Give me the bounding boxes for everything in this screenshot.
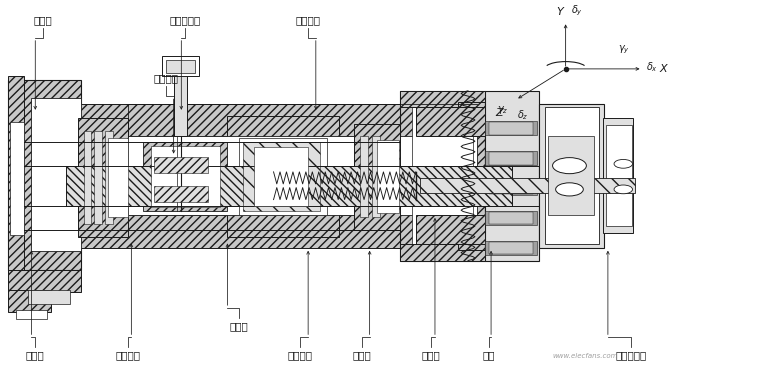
Polygon shape <box>8 76 24 273</box>
Bar <box>485 91 539 261</box>
Bar <box>254 147 308 206</box>
Circle shape <box>614 159 632 168</box>
Bar <box>485 121 537 135</box>
Bar <box>95 131 102 224</box>
Text: 拉刀杆: 拉刀杆 <box>422 350 440 360</box>
Circle shape <box>553 158 587 174</box>
Bar <box>105 131 113 224</box>
Bar <box>485 211 537 225</box>
Bar <box>416 215 485 244</box>
Bar <box>143 142 227 211</box>
Bar <box>485 241 537 255</box>
Bar <box>605 125 632 226</box>
Bar <box>354 124 400 230</box>
Bar <box>78 137 477 215</box>
Bar <box>8 270 82 292</box>
Bar <box>155 156 208 173</box>
Text: 前轴承: 前轴承 <box>26 350 45 360</box>
Text: 弹簧夹头: 弹簧夹头 <box>153 73 179 83</box>
Bar <box>173 67 187 137</box>
Bar <box>10 122 24 235</box>
Bar <box>243 142 320 211</box>
Text: $\delta_x$: $\delta_x$ <box>645 60 658 73</box>
Bar <box>489 182 534 194</box>
Bar <box>66 166 512 206</box>
Bar <box>166 60 195 73</box>
Bar <box>78 215 477 248</box>
Text: Z: Z <box>495 108 503 118</box>
Bar <box>155 186 208 202</box>
Text: 液压轴套: 液压轴套 <box>288 350 313 360</box>
Text: X: X <box>659 64 667 74</box>
Bar <box>420 179 634 193</box>
Bar <box>78 118 128 237</box>
Bar <box>239 138 327 215</box>
Bar <box>489 212 534 224</box>
Circle shape <box>556 183 584 196</box>
Polygon shape <box>400 244 485 261</box>
Bar <box>485 151 537 165</box>
Bar <box>28 290 70 304</box>
Text: 主轴箱: 主轴箱 <box>34 15 52 25</box>
Bar <box>78 104 477 137</box>
Bar <box>489 242 534 254</box>
Text: $\delta_z$: $\delta_z$ <box>517 108 529 122</box>
Bar <box>485 180 537 195</box>
Text: $\gamma_z$: $\gamma_z$ <box>497 104 508 115</box>
Text: 碟形弹簧: 碟形弹簧 <box>296 15 320 25</box>
Bar <box>489 152 534 165</box>
Text: $\gamma_y$: $\gamma_y$ <box>618 44 630 56</box>
Bar <box>84 131 92 224</box>
Bar <box>109 138 128 217</box>
Bar <box>416 107 485 137</box>
Text: 液压力: 液压力 <box>229 321 249 331</box>
Text: $\delta_y$: $\delta_y$ <box>571 4 583 18</box>
Circle shape <box>614 185 632 194</box>
Bar <box>8 290 51 312</box>
Bar <box>412 107 474 244</box>
Bar <box>8 80 82 270</box>
Polygon shape <box>400 91 485 107</box>
Bar <box>162 56 199 76</box>
Bar <box>548 137 594 215</box>
Bar <box>16 310 47 319</box>
Bar <box>360 137 368 217</box>
Text: 主轴转子: 主轴转子 <box>115 350 140 360</box>
Bar <box>539 104 604 248</box>
Bar <box>227 116 339 237</box>
Bar <box>372 137 380 217</box>
Text: 松紧刀装置: 松紧刀装置 <box>615 350 647 360</box>
Text: 后轴承: 后轴承 <box>353 350 371 360</box>
Text: www.elecfans.com: www.elecfans.com <box>552 353 618 359</box>
Text: 位移传感器: 位移传感器 <box>169 15 201 25</box>
Bar <box>151 146 219 207</box>
Text: Y: Y <box>556 7 563 17</box>
Bar <box>545 107 598 244</box>
Text: 带轮: 带轮 <box>483 350 495 360</box>
Bar <box>489 122 534 135</box>
Bar <box>602 118 633 233</box>
Bar <box>32 98 82 251</box>
Bar <box>400 91 485 261</box>
Bar <box>377 140 399 213</box>
